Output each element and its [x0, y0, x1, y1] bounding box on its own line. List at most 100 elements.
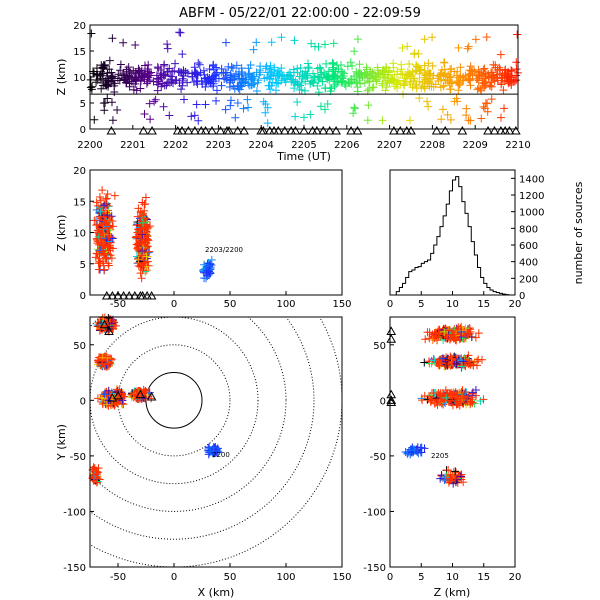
source-point: [417, 394, 426, 403]
source-point: [410, 74, 419, 83]
station-marker: [440, 125, 451, 135]
height-y-frame: [389, 316, 516, 568]
source-point: [500, 104, 509, 113]
time-height-ylabel: Z (km): [55, 59, 68, 96]
source-point: [365, 77, 374, 86]
time-height-yticks: 0 5 10 15 20: [73, 21, 94, 136]
source-point: [190, 111, 199, 120]
station-marker: [183, 125, 194, 135]
source-point: [320, 40, 329, 49]
x-height-xticks: -50 0 50 100 150: [110, 291, 352, 310]
histogram-panel: 0 5 10 15 20 0 200 400 600 800 1000 1200 1400 numbe…: [387, 169, 585, 310]
figure-title: ABFM - 05/22/01 22:00:00 - 22:09:59: [179, 6, 421, 21]
source-point: [99, 249, 108, 258]
source-point: [175, 28, 184, 37]
source-point: [104, 232, 113, 241]
station-marker: [138, 125, 149, 135]
source-point: [138, 211, 147, 220]
y-tick-label: 0: [80, 396, 86, 407]
source-point: [337, 67, 346, 76]
time-height-points: [86, 28, 522, 128]
x-tick-label: 0: [171, 299, 177, 310]
source-point: [139, 218, 148, 227]
x-tick-label: 15: [477, 299, 490, 310]
station-marker: [386, 395, 397, 404]
station-marker: [232, 125, 243, 135]
source-point: [452, 94, 461, 103]
source-point: [512, 58, 521, 67]
source-point: [104, 314, 113, 323]
source-point: [468, 388, 477, 397]
source-point: [382, 83, 391, 92]
source-point: [153, 63, 162, 72]
source-point: [424, 70, 433, 79]
source-point: [470, 399, 479, 408]
station-marker: [504, 125, 515, 135]
source-point: [310, 73, 319, 82]
source-point: [108, 34, 117, 43]
source-point: [142, 234, 151, 243]
station-marker: [352, 125, 363, 135]
source-point: [428, 335, 437, 344]
source-point: [384, 67, 393, 76]
source-point: [231, 113, 240, 122]
source-point: [267, 81, 276, 90]
x-height-yticks: 0 5 10 15 20: [73, 166, 94, 302]
source-point: [482, 33, 491, 42]
source-point: [265, 65, 274, 74]
source-point: [152, 78, 161, 87]
source-point: [406, 70, 415, 79]
source-point: [217, 68, 226, 77]
source-point: [134, 64, 143, 73]
source-point: [179, 72, 188, 81]
source-point: [330, 82, 339, 91]
plan-view-frame: [89, 316, 343, 568]
source-point: [236, 81, 245, 90]
source-point: [141, 258, 150, 267]
x-tick-label: 150: [332, 299, 351, 310]
source-point: [428, 61, 437, 70]
x-tick-label: 2200: [77, 140, 102, 151]
source-point: [194, 58, 203, 67]
y-tick-label: 1000: [519, 208, 544, 219]
source-point: [259, 97, 268, 106]
source-point: [222, 38, 231, 47]
source-point: [480, 64, 489, 73]
source-point: [266, 70, 275, 79]
source-point: [378, 116, 387, 125]
source-point: [137, 251, 146, 260]
station-marker: [431, 125, 442, 135]
source-point: [412, 82, 421, 91]
source-point: [466, 397, 475, 406]
source-point: [317, 70, 326, 79]
y-tick-label: 5: [80, 99, 86, 110]
source-point: [397, 65, 406, 74]
source-point: [436, 474, 445, 483]
histogram-ylabel: number of sources: [572, 181, 585, 284]
source-point: [457, 327, 466, 336]
y-tick-label: 15: [73, 47, 86, 58]
source-point: [255, 66, 264, 75]
source-point: [456, 63, 465, 72]
source-point: [244, 64, 253, 73]
source-point: [487, 95, 496, 104]
station-marker: [258, 125, 269, 135]
source-point: [438, 105, 447, 114]
source-point: [320, 105, 329, 114]
source-point: [333, 61, 342, 70]
y-tick-label: -150: [63, 563, 86, 574]
source-point: [140, 206, 149, 215]
station-marker: [239, 125, 249, 135]
source-point: [293, 97, 302, 106]
y-tick-label: 20: [73, 21, 86, 32]
source-point: [415, 94, 424, 103]
source-point: [189, 77, 198, 86]
source-point: [505, 72, 514, 81]
source-point: [137, 237, 146, 246]
source-point: [434, 389, 443, 398]
source-point: [277, 76, 286, 85]
source-point: [246, 73, 255, 82]
source-point: [352, 77, 361, 86]
source-point: [328, 65, 337, 74]
